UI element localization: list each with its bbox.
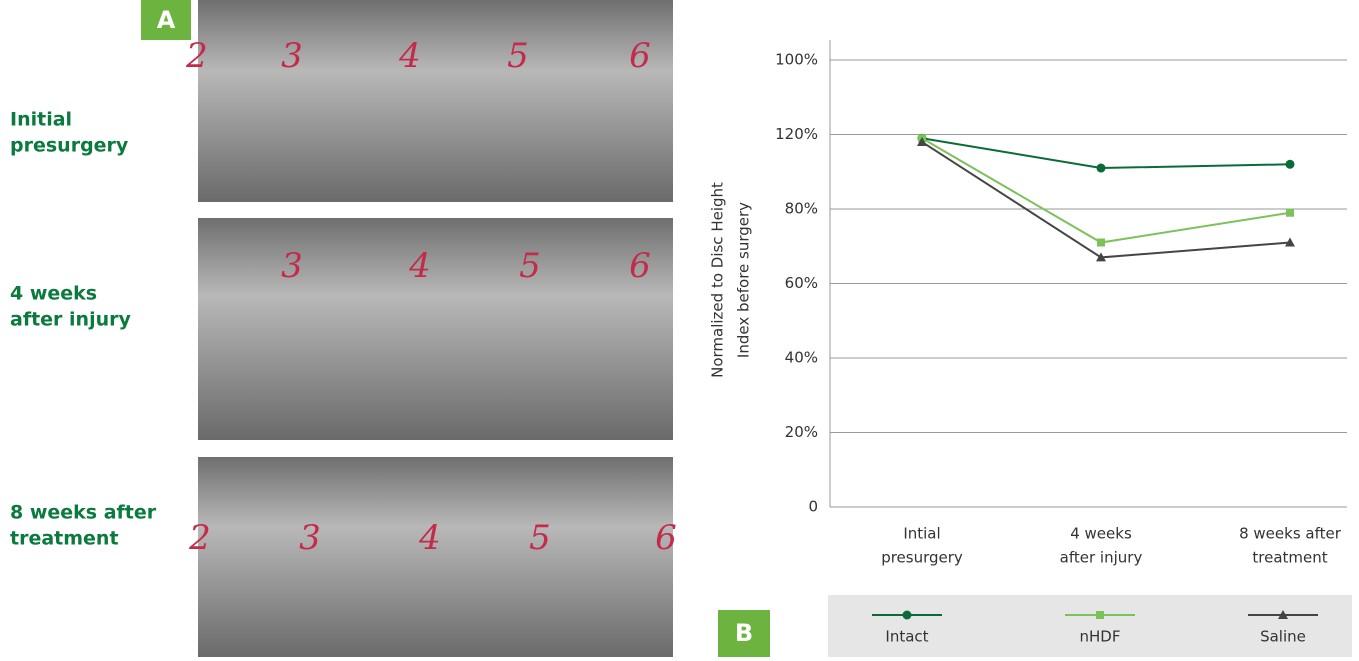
legend-label: nHDF: [1080, 628, 1121, 646]
y-tick-label: 60%: [785, 274, 818, 292]
marker: [1096, 611, 1104, 619]
row-label: treatment: [10, 528, 119, 550]
series-line: [922, 138, 1290, 168]
x-tick-label: presurgery: [881, 549, 963, 567]
row-label: after injury: [10, 309, 131, 331]
xray-image: [198, 218, 673, 440]
marker: [1286, 209, 1294, 217]
vertebra-number: 4: [398, 36, 421, 76]
vertebra-number: 4: [408, 246, 431, 286]
vertebra-number: 5: [529, 518, 551, 558]
xray-image: [198, 0, 673, 202]
vertebra-number: 6: [655, 518, 677, 558]
vertebra-number: 3: [281, 36, 303, 76]
vertebra-number: 6: [629, 36, 651, 76]
marker: [903, 611, 912, 620]
figure: A B Initial presurgery 2 3 4 5 6 4 weeks after i…: [0, 0, 1359, 657]
vertebra-number: 3: [281, 246, 303, 286]
y-tick-label: 0: [808, 498, 818, 516]
panel-label: B: [735, 619, 753, 647]
row-label: 4 weeks: [10, 283, 97, 305]
marker: [1097, 164, 1106, 173]
y-tick-label: 120%: [775, 125, 818, 143]
vertebra-number: 2: [185, 36, 208, 76]
panel-label: A: [157, 6, 176, 34]
legend-box: [828, 595, 1352, 657]
x-tick-label: 8 weeks after: [1239, 525, 1342, 543]
marker: [1097, 239, 1105, 247]
y-axis-title: Index before surgery: [735, 202, 753, 358]
y-tick-label: 20%: [785, 423, 818, 441]
vertebra-number: 4: [418, 518, 441, 558]
row-label: 8 weeks after: [10, 502, 157, 524]
row-label: Initial: [10, 109, 72, 131]
vertebra-number: 3: [299, 518, 321, 558]
x-tick-label: Intial: [903, 525, 940, 543]
y-tick-label: 100%: [775, 51, 818, 69]
x-tick-label: 4 weeks: [1070, 525, 1132, 543]
legend-label: Saline: [1260, 628, 1306, 646]
y-axis-title: Normalized to Disc Height: [709, 182, 727, 378]
vertebra-number: 6: [629, 246, 651, 286]
row-label: presurgery: [10, 135, 129, 157]
legend-label: Intact: [885, 628, 928, 646]
vertebra-number: 5: [519, 246, 541, 286]
vertebra-number: 2: [188, 518, 211, 558]
y-tick-label: 40%: [785, 349, 818, 367]
series-line: [922, 138, 1290, 242]
x-tick-label: after injury: [1060, 549, 1143, 567]
series-line: [922, 142, 1290, 257]
marker: [1286, 160, 1295, 169]
vertebra-number: 5: [507, 36, 529, 76]
x-tick-label: treatment: [1252, 549, 1327, 567]
y-tick-label: 80%: [785, 200, 818, 218]
